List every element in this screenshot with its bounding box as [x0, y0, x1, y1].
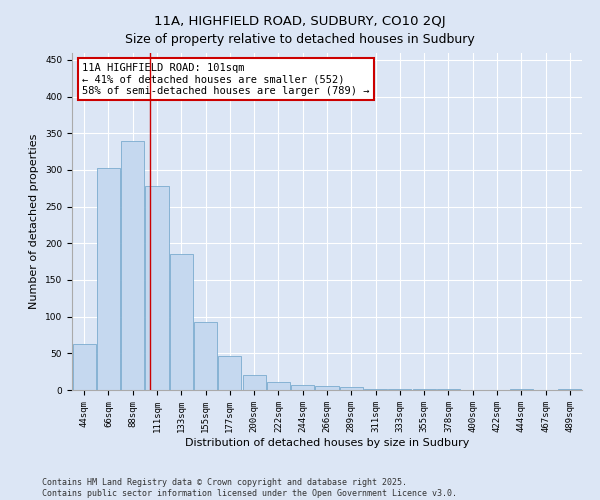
- Bar: [316, 386, 338, 390]
- Bar: [194, 322, 217, 390]
- Bar: [218, 356, 241, 390]
- Text: 11A, HIGHFIELD ROAD, SUDBURY, CO10 2QJ: 11A, HIGHFIELD ROAD, SUDBURY, CO10 2QJ: [154, 15, 446, 28]
- Bar: [364, 388, 387, 390]
- Bar: [170, 254, 193, 390]
- Bar: [145, 186, 169, 390]
- Bar: [267, 382, 290, 390]
- Bar: [97, 168, 120, 390]
- Bar: [121, 140, 144, 390]
- Bar: [73, 344, 95, 390]
- Bar: [291, 385, 314, 390]
- Bar: [242, 376, 266, 390]
- Y-axis label: Number of detached properties: Number of detached properties: [29, 134, 40, 309]
- X-axis label: Distribution of detached houses by size in Sudbury: Distribution of detached houses by size …: [185, 438, 469, 448]
- Bar: [340, 387, 363, 390]
- Text: 11A HIGHFIELD ROAD: 101sqm
← 41% of detached houses are smaller (552)
58% of sem: 11A HIGHFIELD ROAD: 101sqm ← 41% of deta…: [82, 62, 370, 96]
- Text: Size of property relative to detached houses in Sudbury: Size of property relative to detached ho…: [125, 32, 475, 46]
- Text: Contains HM Land Registry data © Crown copyright and database right 2025.
Contai: Contains HM Land Registry data © Crown c…: [42, 478, 457, 498]
